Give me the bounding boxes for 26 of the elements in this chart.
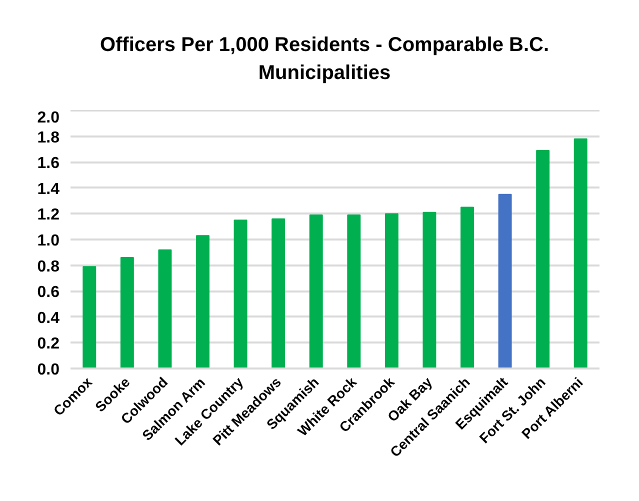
y-tick-label: 0.6 xyxy=(37,284,60,302)
bar xyxy=(234,220,248,368)
bar xyxy=(498,194,512,368)
y-tick-label: 1.0 xyxy=(37,232,60,250)
bar xyxy=(82,266,96,368)
bar xyxy=(309,214,323,368)
y-tick-label: 0.2 xyxy=(37,336,60,353)
bar xyxy=(422,212,436,368)
y-tick-label: 0.4 xyxy=(37,310,60,327)
bar xyxy=(120,257,134,368)
bar xyxy=(347,214,361,368)
y-tick-label: 0.8 xyxy=(37,258,60,276)
bar xyxy=(196,235,210,368)
y-tick-label: 0.0 xyxy=(37,362,60,378)
y-tick-label: 1.8 xyxy=(37,129,60,146)
bar xyxy=(272,218,286,368)
bar xyxy=(460,206,474,368)
y-tick-label: 2.0 xyxy=(37,110,60,126)
y-tick-label: 1.2 xyxy=(37,206,60,224)
bar xyxy=(384,213,398,368)
bar xyxy=(574,138,588,368)
chart-title: Officers Per 1,000 Residents - Comparable B.C. Municipalities xyxy=(98,33,550,86)
y-tick-label: 1.4 xyxy=(37,180,60,198)
y-tick-label: 1.6 xyxy=(37,155,60,172)
bar xyxy=(536,150,550,368)
bar xyxy=(158,249,172,368)
